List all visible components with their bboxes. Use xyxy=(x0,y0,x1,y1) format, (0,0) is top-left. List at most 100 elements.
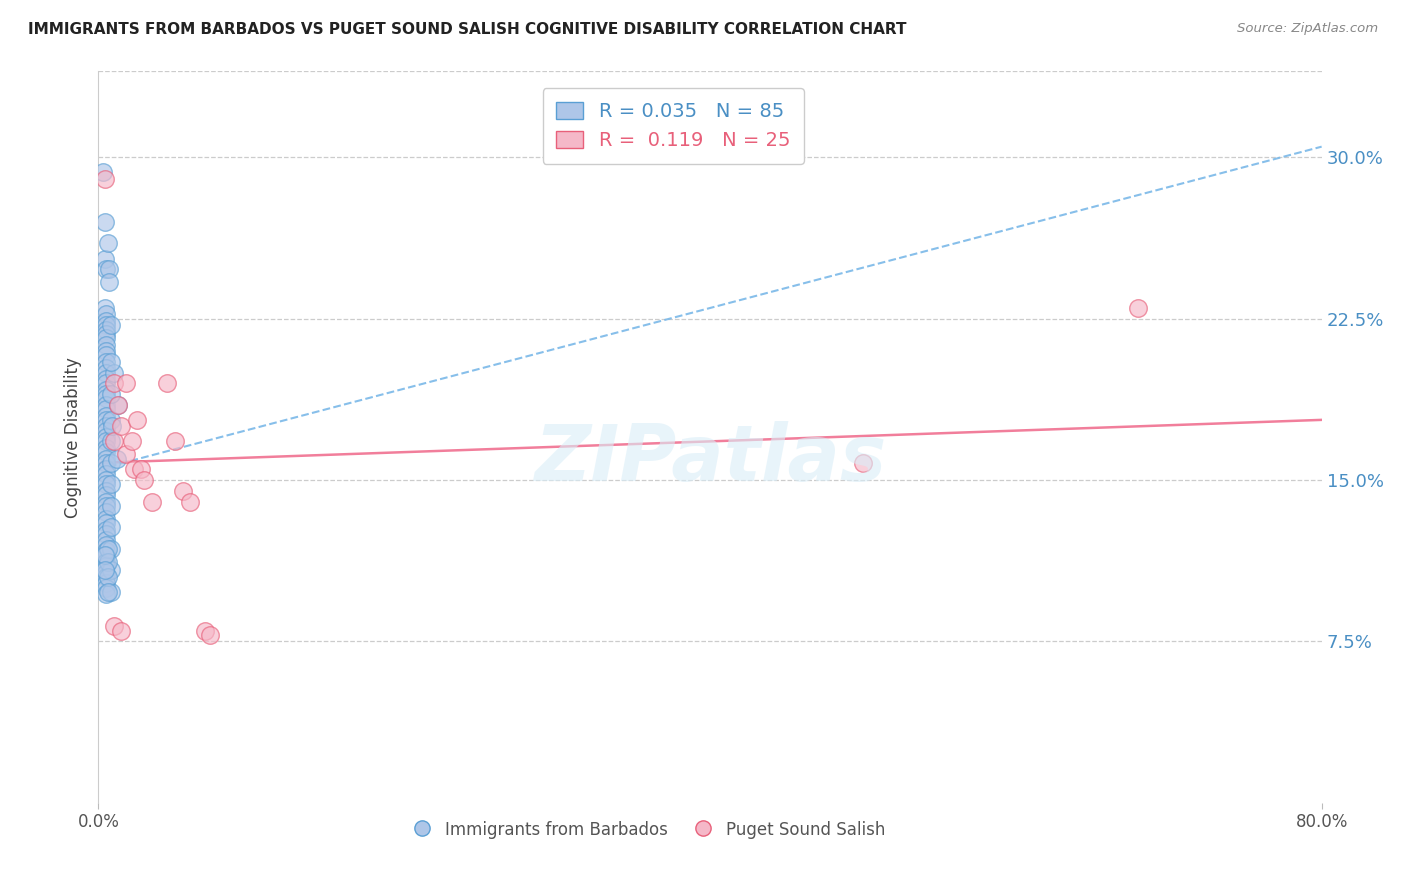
Point xyxy=(94,308,117,322)
Point xyxy=(103,619,125,633)
Point xyxy=(94,413,117,427)
Point xyxy=(93,215,115,229)
Point xyxy=(94,544,117,558)
Point xyxy=(100,499,122,513)
Point xyxy=(94,331,117,345)
Point xyxy=(129,462,152,476)
Point xyxy=(94,559,117,574)
Point xyxy=(94,344,117,359)
Point xyxy=(94,527,117,541)
Point xyxy=(100,477,122,491)
Point xyxy=(93,549,115,563)
Text: ZIPatlas: ZIPatlas xyxy=(534,421,886,497)
Point xyxy=(94,587,117,601)
Point xyxy=(103,366,125,380)
Point xyxy=(94,467,117,481)
Point xyxy=(198,628,221,642)
Legend: Immigrants from Barbados, Puget Sound Salish: Immigrants from Barbados, Puget Sound Sa… xyxy=(405,814,893,846)
Point xyxy=(93,172,115,186)
Point xyxy=(103,434,125,449)
Point xyxy=(97,555,120,569)
Point xyxy=(115,376,138,391)
Point xyxy=(94,419,117,434)
Point xyxy=(103,376,125,391)
Point xyxy=(94,473,117,487)
Point xyxy=(100,585,122,599)
Point xyxy=(115,447,138,461)
Point xyxy=(94,576,117,591)
Point xyxy=(94,445,117,459)
Point xyxy=(110,624,132,638)
Point xyxy=(94,462,117,476)
Point xyxy=(97,541,120,556)
Point xyxy=(94,314,117,328)
Point xyxy=(94,318,117,333)
Point xyxy=(107,398,129,412)
Point xyxy=(100,355,122,369)
Point xyxy=(94,451,117,466)
Point xyxy=(94,494,117,508)
Point xyxy=(94,555,117,569)
Point xyxy=(94,361,117,376)
Point xyxy=(94,581,117,595)
Point xyxy=(94,348,117,362)
Point xyxy=(94,402,117,417)
Y-axis label: Cognitive Disability: Cognitive Disability xyxy=(65,357,83,517)
Point xyxy=(107,398,129,412)
Point xyxy=(97,570,120,584)
Point xyxy=(94,434,117,449)
Point xyxy=(94,326,117,341)
Point xyxy=(100,456,122,470)
Text: IMMIGRANTS FROM BARBADOS VS PUGET SOUND SALISH COGNITIVE DISABILITY CORRELATION : IMMIGRANTS FROM BARBADOS VS PUGET SOUND … xyxy=(28,22,907,37)
Point xyxy=(141,494,163,508)
Point xyxy=(94,488,117,502)
Point xyxy=(194,624,217,638)
Point xyxy=(100,520,122,534)
Point xyxy=(94,533,117,548)
Point xyxy=(134,473,156,487)
Point xyxy=(94,262,117,277)
Point xyxy=(125,413,148,427)
Point xyxy=(100,564,122,578)
Point xyxy=(94,505,117,519)
Point xyxy=(91,165,114,179)
Point xyxy=(94,398,117,412)
Point xyxy=(94,387,117,401)
Point xyxy=(163,434,186,449)
Point xyxy=(121,434,143,449)
Point xyxy=(1128,301,1150,315)
Point xyxy=(94,409,117,423)
Point xyxy=(94,523,117,537)
Point xyxy=(93,252,115,266)
Point xyxy=(101,419,124,434)
Point xyxy=(172,483,194,498)
Point xyxy=(93,301,115,315)
Point xyxy=(94,430,117,444)
Point xyxy=(97,236,120,251)
Point xyxy=(94,366,117,380)
Point xyxy=(94,477,117,491)
Point xyxy=(94,570,117,584)
Point xyxy=(100,387,122,401)
Point xyxy=(105,451,128,466)
Point xyxy=(94,512,117,526)
Point xyxy=(94,499,117,513)
Point xyxy=(94,483,117,498)
Point xyxy=(94,516,117,530)
Point xyxy=(100,434,122,449)
Point xyxy=(156,376,179,391)
Point xyxy=(100,413,122,427)
Point xyxy=(94,322,117,336)
Point xyxy=(94,549,117,563)
Point xyxy=(100,541,122,556)
Point xyxy=(98,262,121,277)
Point xyxy=(94,355,117,369)
Point xyxy=(94,337,117,351)
Text: Source: ZipAtlas.com: Source: ZipAtlas.com xyxy=(1237,22,1378,36)
Point xyxy=(97,585,120,599)
Point xyxy=(852,456,875,470)
Point xyxy=(98,275,121,289)
Point xyxy=(94,372,117,386)
Point xyxy=(94,538,117,552)
Point xyxy=(100,318,122,333)
